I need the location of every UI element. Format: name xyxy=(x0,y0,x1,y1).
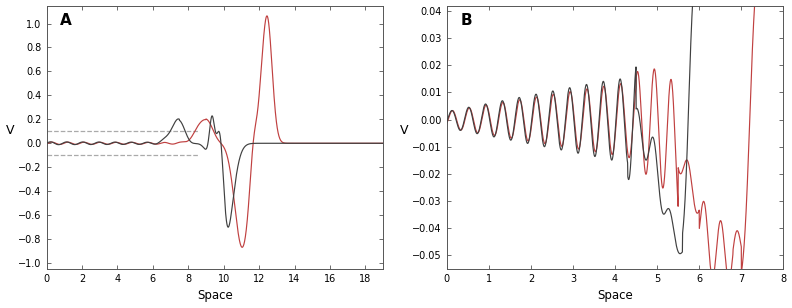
Y-axis label: V: V xyxy=(400,124,408,137)
Y-axis label: V: V xyxy=(6,124,14,137)
Text: A: A xyxy=(60,14,72,28)
Text: B: B xyxy=(460,14,472,28)
X-axis label: Space: Space xyxy=(197,290,233,302)
X-axis label: Space: Space xyxy=(597,290,633,302)
